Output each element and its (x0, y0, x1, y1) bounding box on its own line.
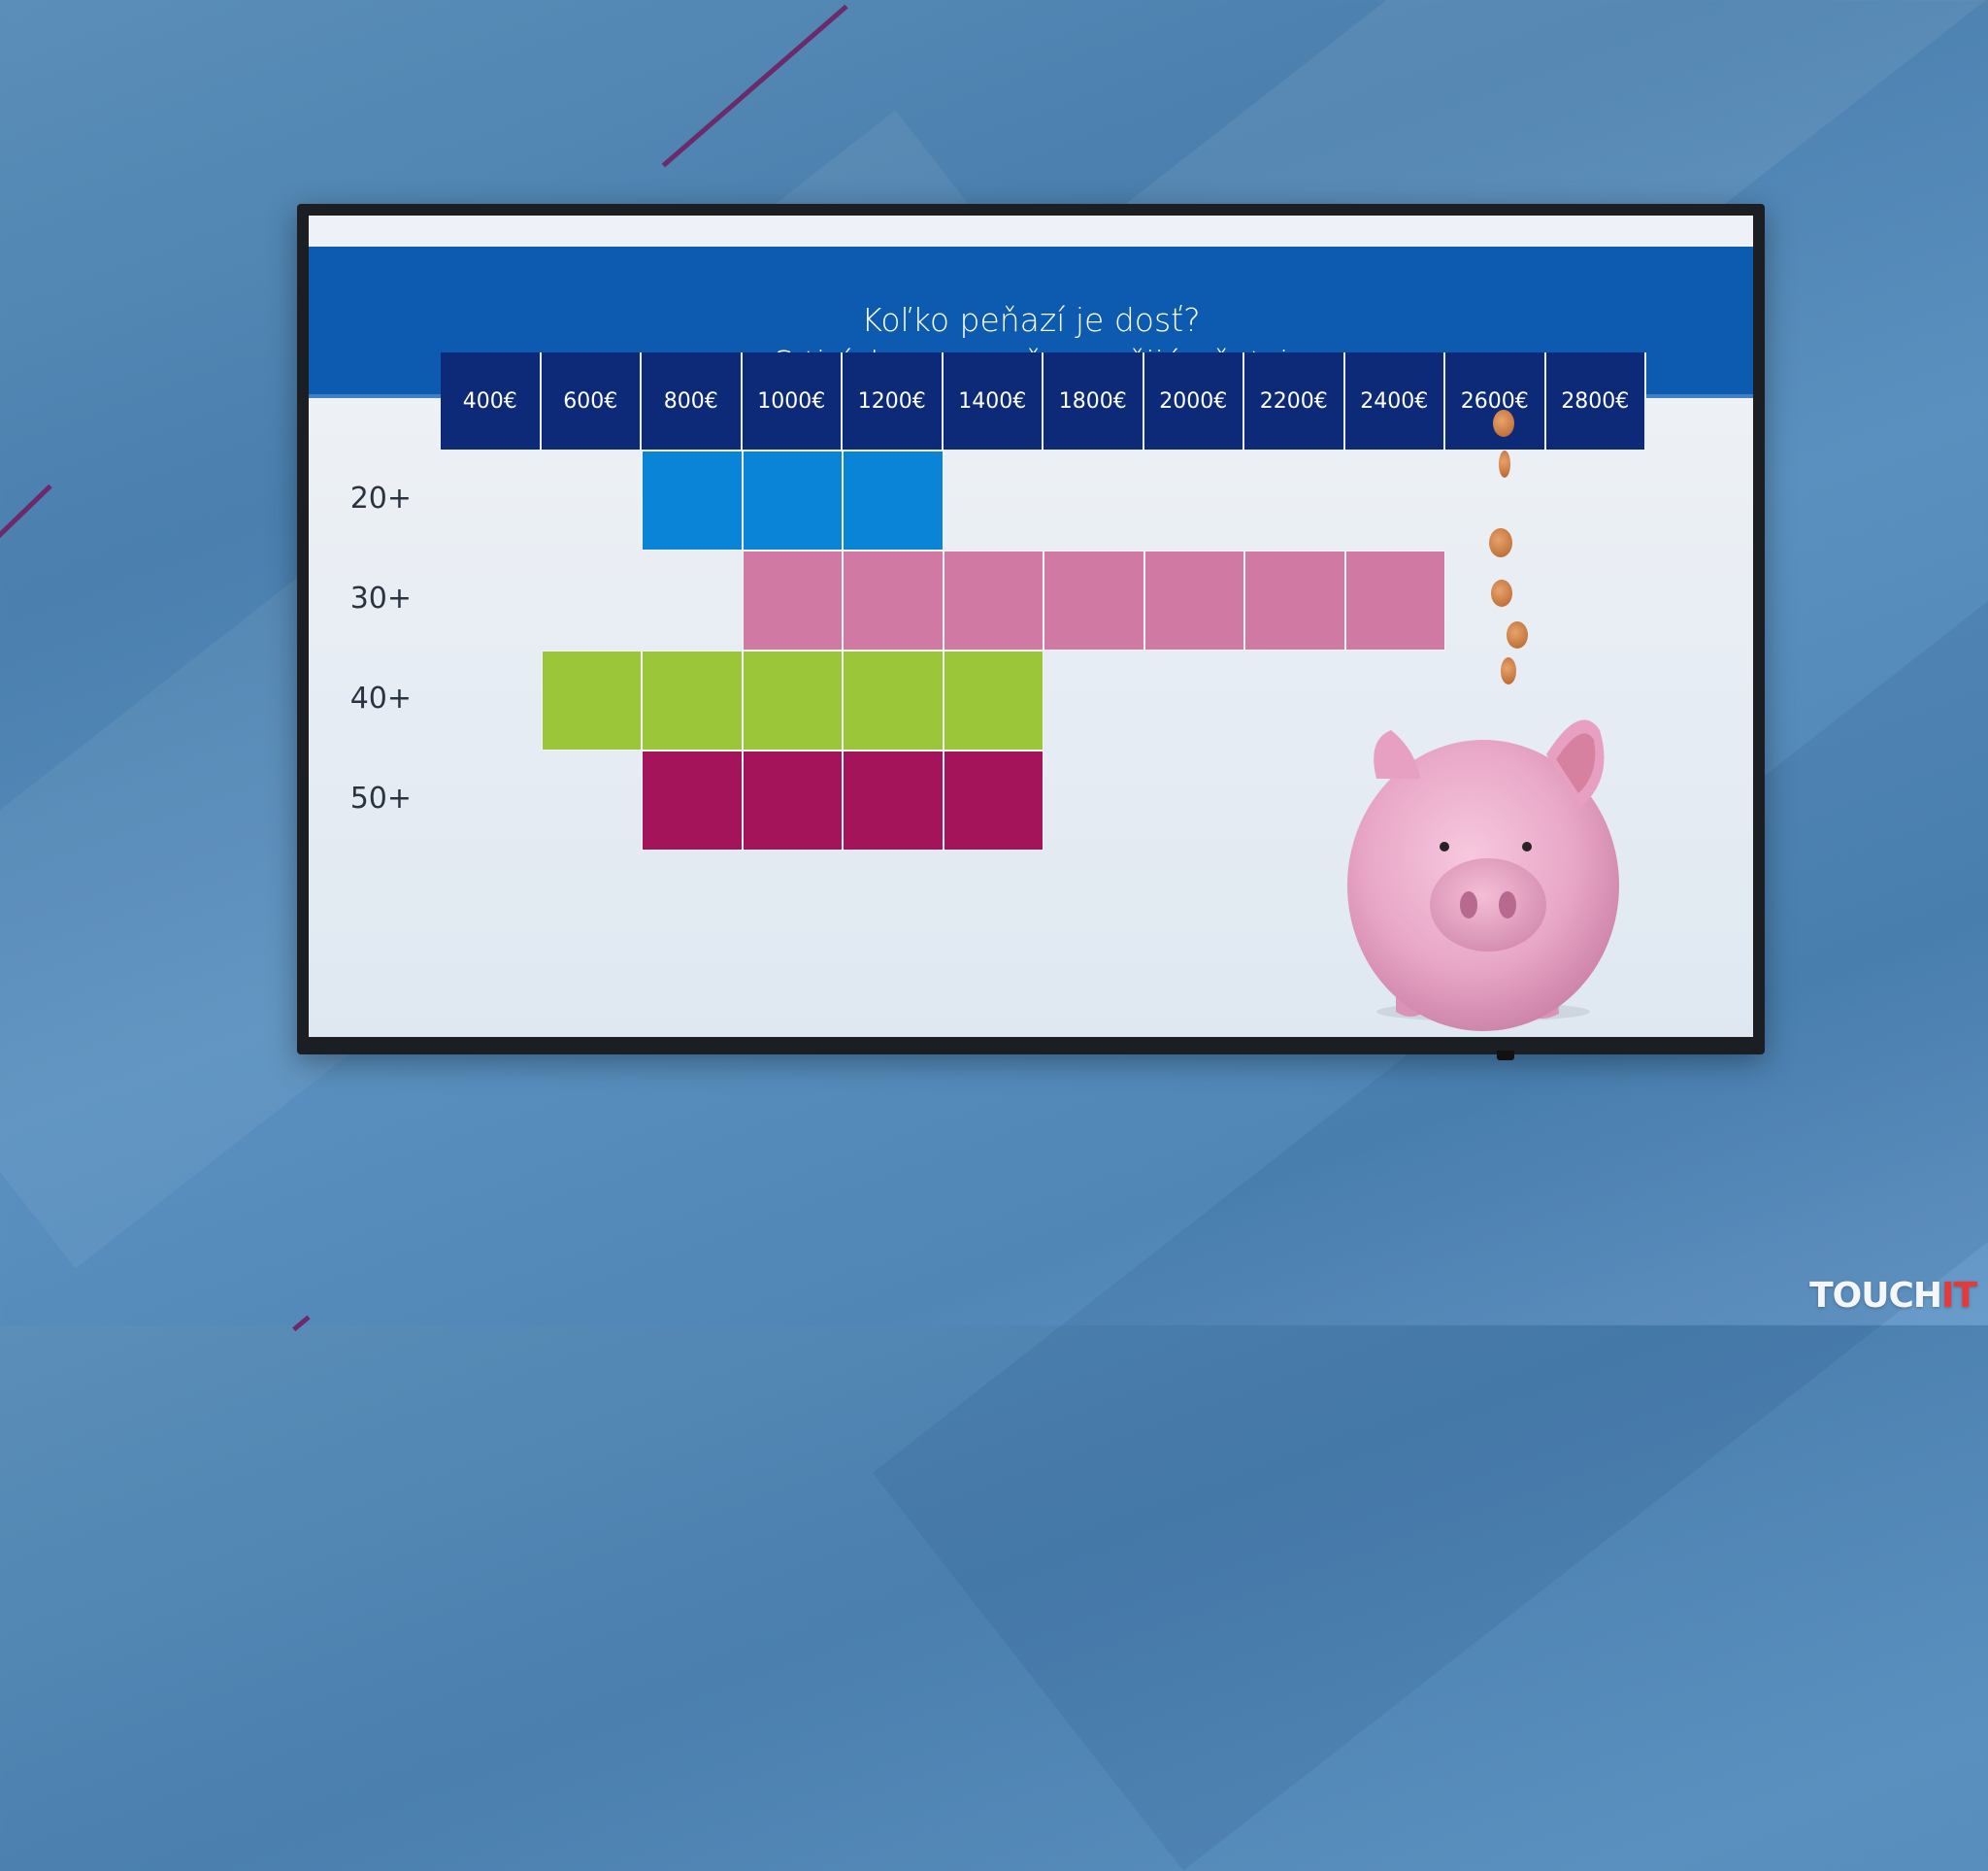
slide-title: Koľko peňazí je dosť? (861, 301, 1201, 339)
coin-icon (1507, 621, 1528, 649)
range-cell (1244, 551, 1345, 651)
row-label: 30+ (349, 582, 412, 616)
range-cell (1044, 551, 1144, 651)
column-header: 800€ (642, 352, 743, 450)
wall-stripe (0, 484, 52, 539)
tv-display: Koľko peňazí je dosť? S tisíckou mesačne… (297, 204, 1765, 1060)
range-cell (1143, 551, 1244, 651)
coin-icon (1491, 580, 1512, 607)
tv-screen: Koľko peňazí je dosť? S tisíckou mesačne… (309, 216, 1753, 1037)
column-header: 1200€ (843, 352, 944, 450)
range-cell (1344, 551, 1445, 651)
range-cell (943, 551, 1044, 651)
coin-icon (1499, 451, 1510, 478)
piggy-bank-image (1347, 719, 1619, 1031)
column-header: 2800€ (1545, 352, 1646, 450)
range-cell (742, 651, 843, 751)
range-cell (742, 451, 843, 551)
range-cell (642, 651, 743, 751)
coin-icon (1501, 657, 1516, 685)
range-cell (843, 451, 944, 551)
column-header: 2200€ (1244, 352, 1345, 450)
row-label: 50+ (349, 782, 412, 816)
range-cell (742, 751, 843, 851)
income-age-chart: 400€ 600€ 800€ 1000€ 1200€ 1400€ 1800€ 2000€ 220… (309, 216, 1753, 1037)
column-header: 400€ (441, 352, 542, 450)
column-header: 1400€ (943, 352, 1044, 450)
column-header: 2400€ (1344, 352, 1445, 450)
range-cell (843, 551, 944, 651)
column-header: 1800€ (1044, 352, 1144, 450)
column-header: 1000€ (742, 352, 843, 450)
watermark-logo: TOUCHIT (1809, 1276, 1977, 1316)
wall-stripe (661, 4, 848, 168)
coin-icon (1489, 528, 1512, 557)
range-cell (843, 651, 944, 751)
column-header: 600€ (541, 352, 642, 450)
wall-stripe (292, 1315, 311, 1332)
range-cell (642, 751, 743, 851)
row-label: 40+ (349, 682, 412, 716)
range-cell (943, 651, 1044, 751)
tv-power-button (1497, 1051, 1514, 1060)
row-label: 20+ (349, 482, 412, 516)
range-cell (541, 651, 642, 751)
range-cell (642, 451, 743, 551)
coin-icon (1493, 410, 1514, 437)
column-header: 2000€ (1143, 352, 1244, 450)
column-header: 2600€ (1445, 352, 1546, 450)
range-cell (843, 751, 944, 851)
screen-top-strip (309, 216, 1753, 247)
range-cell (943, 751, 1044, 851)
range-cell (742, 551, 843, 651)
